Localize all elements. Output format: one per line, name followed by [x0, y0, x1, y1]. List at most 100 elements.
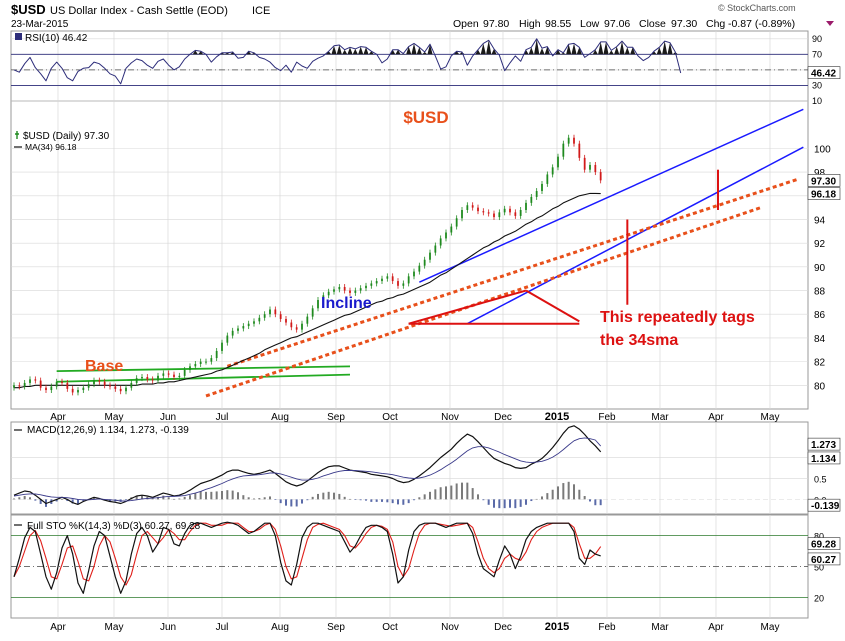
candle-body [205, 361, 207, 363]
open-label: Open [453, 18, 479, 30]
candle-body [349, 290, 351, 293]
candle-body [375, 281, 378, 284]
macd-histogram-bar [578, 489, 581, 500]
macd-histogram-bar [23, 496, 26, 500]
candle-body [333, 289, 335, 292]
macd-histogram-bar [418, 497, 421, 500]
chg-value: -0.87 (-0.89%) [728, 18, 795, 30]
candle-body [423, 259, 426, 266]
candle-body [18, 385, 21, 387]
candle-body [311, 308, 314, 317]
macd-histogram-bar [503, 499, 506, 509]
candle-body [34, 379, 37, 381]
macd-histogram-bar [162, 495, 165, 500]
price-y-tick-label: 90 [814, 263, 826, 274]
candle-body [215, 350, 218, 359]
candle-body [434, 245, 437, 253]
macd-histogram-bar [311, 496, 314, 500]
macd-histogram-bar [482, 499, 485, 501]
candle-body [562, 143, 565, 157]
chevron-down-icon[interactable] [826, 21, 834, 26]
macd-histogram-bar [338, 493, 341, 500]
sto-x-tick-label: Dec [494, 622, 512, 633]
price-y-tick-label: 86 [814, 310, 826, 321]
macd-histogram-bar [61, 499, 63, 500]
macd-histogram-bar [183, 496, 186, 500]
macd-histogram-bar [263, 497, 266, 500]
annotation-layer: Base Incline This repeatedly tags the 34… [85, 295, 755, 375]
candle-body [247, 323, 250, 327]
macd-histogram-bar [354, 499, 357, 500]
candle-body [82, 387, 85, 391]
price-x-tick-label: May [761, 412, 780, 423]
candle-body [551, 167, 554, 175]
macd-histogram-bar [39, 499, 42, 504]
price-y-tick-label: 82 [814, 358, 826, 369]
sto-x-tick-label: Apr [50, 622, 66, 633]
macd-histogram-bar [375, 499, 378, 502]
candle-body [189, 366, 191, 370]
candle-body [386, 276, 389, 279]
macd-legend: MACD(12,26,9) 1.134, 1.273, -0.139 [14, 425, 189, 436]
price-legend: $USD (Daily) 97.30 MA(34) 96.18 [14, 131, 110, 152]
macd-histogram-bar [466, 482, 469, 500]
price-x-tick-label: Dec [494, 412, 512, 423]
low-label: Low [580, 18, 600, 30]
sto-x-tick-label: 2015 [545, 621, 569, 633]
macd-histogram-bar [13, 498, 15, 500]
base-channel-upper [56, 365, 351, 372]
candle-body [23, 382, 26, 387]
candle-body [402, 283, 405, 286]
candle-body [103, 381, 106, 386]
macd-histogram-bar [279, 499, 282, 504]
sto-x-tick-label: Nov [441, 622, 459, 633]
candle-body [258, 317, 261, 322]
chg-label: Chg [706, 18, 725, 30]
candle-body [55, 381, 58, 387]
price-x-tick-label: Oct [382, 412, 398, 423]
macd-histogram-bar [535, 498, 538, 500]
candle-body [557, 156, 559, 168]
candle-body [343, 286, 346, 291]
sto-y-tick-label: 50 [814, 563, 824, 573]
candle-body [482, 211, 485, 213]
price-y-tick-label: 98 [814, 168, 826, 179]
candle-body [391, 276, 394, 282]
candle-body [237, 328, 239, 331]
candle-body [322, 295, 325, 301]
macd-histogram-bar [231, 490, 234, 500]
candle-body [455, 218, 458, 227]
macd-histogram-bar [423, 494, 426, 500]
price-chart-title: $USD [403, 108, 448, 127]
sto-x-tick-label: May [105, 622, 124, 633]
sto-d-tag-bg [807, 537, 841, 550]
macd-value-tag-bg [807, 451, 841, 465]
candle-body [503, 208, 506, 213]
candle-body [525, 202, 527, 210]
price-x-tick-label: Apr [50, 412, 66, 423]
chart-date: 23-Mar-2015 [11, 19, 69, 30]
candle-body [157, 375, 159, 381]
macd-histogram-bar [519, 499, 522, 507]
macd-signal-line [13, 437, 602, 502]
candle-body [135, 378, 138, 383]
candle-body [519, 209, 522, 216]
candle-body [66, 382, 69, 389]
candle-body [210, 358, 213, 362]
annotation-line-to-text [525, 289, 580, 323]
macd-histogram-bar [135, 495, 138, 500]
macd-histogram-bar [359, 499, 362, 501]
price-legend-text: $USD (Daily) 97.30 [23, 131, 110, 142]
incline-channel-middle [466, 146, 804, 325]
candle-body [354, 290, 357, 293]
macd-histogram-bar [178, 498, 181, 500]
stockcharts-watermark: © StockCharts.com [718, 3, 796, 13]
price-y-tick-label: 100 [814, 144, 831, 155]
macd-histogram-bar [471, 488, 474, 500]
candle-body [397, 281, 399, 286]
high-label: High [519, 18, 541, 30]
candle-body [221, 342, 223, 351]
macd-histogram-bar [583, 496, 586, 500]
